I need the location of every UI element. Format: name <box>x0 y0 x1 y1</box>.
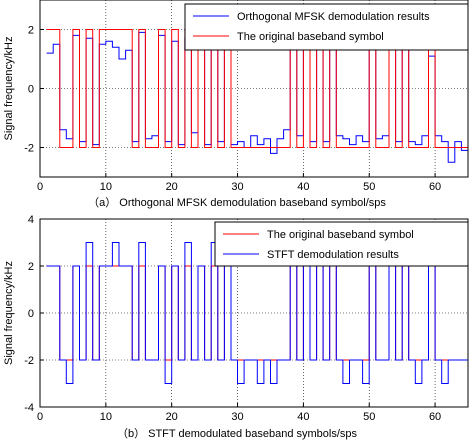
x-tick-label: 30 <box>231 181 243 193</box>
y-tick-label: -2 <box>24 355 34 367</box>
x-tick-label: 10 <box>100 411 112 423</box>
x-tick-label: 30 <box>231 411 243 423</box>
x-tick-label: 40 <box>297 411 309 423</box>
x-tick-label: 20 <box>166 411 178 423</box>
y-tick-label: -2 <box>24 143 34 155</box>
y-tick-label: 2 <box>28 261 34 273</box>
caption-b: （b） STFT demodulated baseband symbols/sp… <box>116 428 358 440</box>
x-tick-label: 0 <box>37 411 43 423</box>
x-tick-label: 60 <box>429 181 441 193</box>
y-axis-label: Signal frequency/kHz <box>3 37 15 141</box>
x-tick-label: 10 <box>100 181 112 193</box>
caption-a: （a） Orthogonal MFSK demodulation baseban… <box>88 197 386 209</box>
x-tick-label: 40 <box>297 181 309 193</box>
legend-label: The original baseband symbol <box>267 229 414 241</box>
series-line <box>46 242 468 384</box>
chart-a: 0 10 20 30 40 50 60 -2 0 2 Signal frequency/kHz Ort… <box>3 0 469 193</box>
legend-box <box>184 3 469 51</box>
chart-b: 0 10 20 30 40 50 60 -4 -2 0 2 4 Signal frequency/kHz… <box>3 214 469 423</box>
legend-box <box>214 221 469 267</box>
legend-label: STFT demodulation results <box>267 249 399 261</box>
y-tick-label: 0 <box>28 84 34 96</box>
y-tick-label: -4 <box>24 402 34 414</box>
y-tick-label: 0 <box>28 308 34 320</box>
y-tick-label: 2 <box>28 25 34 37</box>
legend-label: Orthogonal MFSK demodulation results <box>237 11 430 23</box>
x-tick-label: 0 <box>37 181 43 193</box>
x-tick-label: 20 <box>166 181 178 193</box>
x-tick-label: 50 <box>363 411 375 423</box>
legend-label: The original baseband symbol <box>237 31 384 43</box>
y-axis-label: Signal frequency/kHz <box>3 261 15 365</box>
x-tick-label: 60 <box>429 411 441 423</box>
x-tick-label: 50 <box>363 181 375 193</box>
y-tick-label: 4 <box>28 214 34 226</box>
